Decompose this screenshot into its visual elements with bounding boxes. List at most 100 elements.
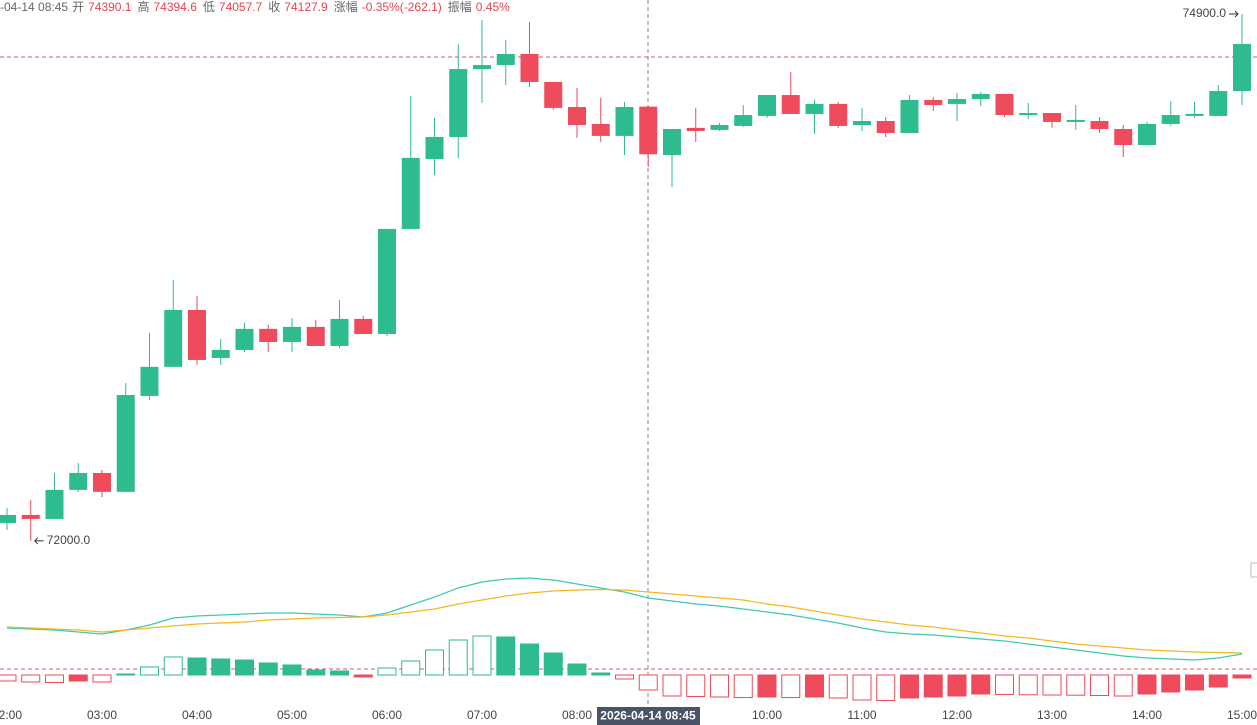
macd-bar [591, 672, 611, 676]
macd-bar [662, 674, 682, 697]
macd-bar [425, 649, 444, 676]
candle-body [615, 107, 634, 136]
x-tick-label: 03:00 [87, 708, 117, 722]
candle-body [188, 309, 206, 360]
macd-bar [805, 674, 824, 698]
macd-bar [852, 674, 872, 701]
candle-body [995, 93, 1014, 116]
x-tick-label: 13:00 [1037, 708, 1067, 722]
candle-body [1161, 115, 1180, 124]
macd-bar [163, 656, 183, 676]
x-tick-label: 04:00 [182, 708, 212, 722]
macd-bar [543, 652, 563, 676]
macd-bar [1090, 674, 1109, 696]
info-label: 低 [202, 0, 215, 14]
macd-bar [971, 674, 991, 695]
macd-bar [448, 639, 468, 676]
panel-handle[interactable] [1250, 562, 1257, 578]
candle-body [496, 53, 515, 66]
candle-body [758, 95, 776, 116]
info-label: 开 [72, 0, 85, 14]
candle-body [568, 107, 586, 126]
candle-body [354, 318, 373, 334]
info-label: 振幅 [447, 0, 472, 14]
macd-bar [781, 674, 801, 698]
macd-line [6, 577, 1243, 661]
x-tick-label: 07:00 [467, 708, 497, 722]
info-value: 74127.9 [284, 0, 328, 14]
candle-body [876, 121, 895, 134]
macd-bar [686, 674, 706, 697]
info-time: -04-14 08:45 [0, 0, 69, 14]
macd-bar [1113, 674, 1133, 697]
macd-bar [1042, 674, 1062, 696]
candle-body [591, 123, 610, 136]
candle-body [1138, 123, 1156, 145]
x-tick-label: 12:00 [942, 708, 972, 722]
candle-body [734, 115, 753, 126]
macd-bar [1018, 674, 1038, 696]
macd-bar [710, 674, 729, 698]
max-price-arrow [1229, 10, 1239, 18]
macd-bar [947, 674, 967, 697]
macd-bar [496, 636, 516, 676]
macd-line [6, 588, 1243, 654]
candle-body [1114, 129, 1133, 145]
candle-body [1090, 121, 1109, 130]
candle-body [401, 157, 420, 229]
macd-bar [306, 669, 326, 676]
info-value: 74390.1 [88, 0, 132, 14]
candle-body [710, 125, 729, 130]
macd-bar [520, 643, 539, 676]
candle-body [306, 326, 325, 346]
macd-bar [567, 663, 587, 676]
x-tick-label: 14:00 [1132, 708, 1162, 722]
candle-body [639, 106, 658, 155]
candle-body [1066, 119, 1085, 122]
candle-body [235, 328, 254, 350]
candle-body [69, 472, 88, 490]
macd-bar [995, 674, 1014, 695]
macd-bar [1232, 674, 1252, 679]
macd-bar [68, 674, 88, 682]
candle-body [330, 318, 349, 346]
macd-bar [282, 664, 302, 676]
macd-bar [187, 657, 207, 676]
candle-body [378, 228, 396, 334]
candle-body [1043, 113, 1061, 122]
macd-bar [1137, 674, 1157, 695]
macd-bar [258, 662, 278, 676]
macd-bar [900, 674, 919, 699]
macd-bar [1066, 674, 1086, 696]
candle-body [971, 93, 990, 100]
candle-body [1209, 91, 1228, 116]
macd-bar [472, 635, 492, 676]
candle-body [45, 489, 64, 519]
info-label: 收 [268, 0, 281, 14]
x-tick-label: 02:00 [0, 708, 22, 722]
candle-body [1019, 113, 1038, 116]
macd-bar [45, 674, 64, 683]
macd-bar [401, 660, 421, 676]
macd-bar [876, 674, 896, 701]
candle-body [948, 99, 966, 104]
candle-body [805, 103, 824, 114]
macd-bar [211, 658, 231, 676]
x-tick-label: 10:00 [752, 708, 782, 722]
min-price-label: 72000.0 [47, 533, 91, 547]
candle-body [663, 129, 681, 155]
macd-bar [757, 674, 777, 698]
candle-body [544, 81, 563, 108]
max-price-label: 74900.0 [1183, 6, 1227, 20]
x-tick-label: 06:00 [372, 708, 402, 722]
candle-body [686, 127, 705, 132]
crosshair-label: 2026-04-14 08:45 [600, 709, 696, 723]
macd-bar [21, 674, 41, 683]
candle-body [829, 103, 848, 126]
macd-bar [235, 659, 254, 676]
macd-bar [377, 667, 397, 676]
candle-body [449, 69, 468, 138]
candle-body [853, 121, 871, 126]
info-label: 高 [137, 0, 150, 14]
